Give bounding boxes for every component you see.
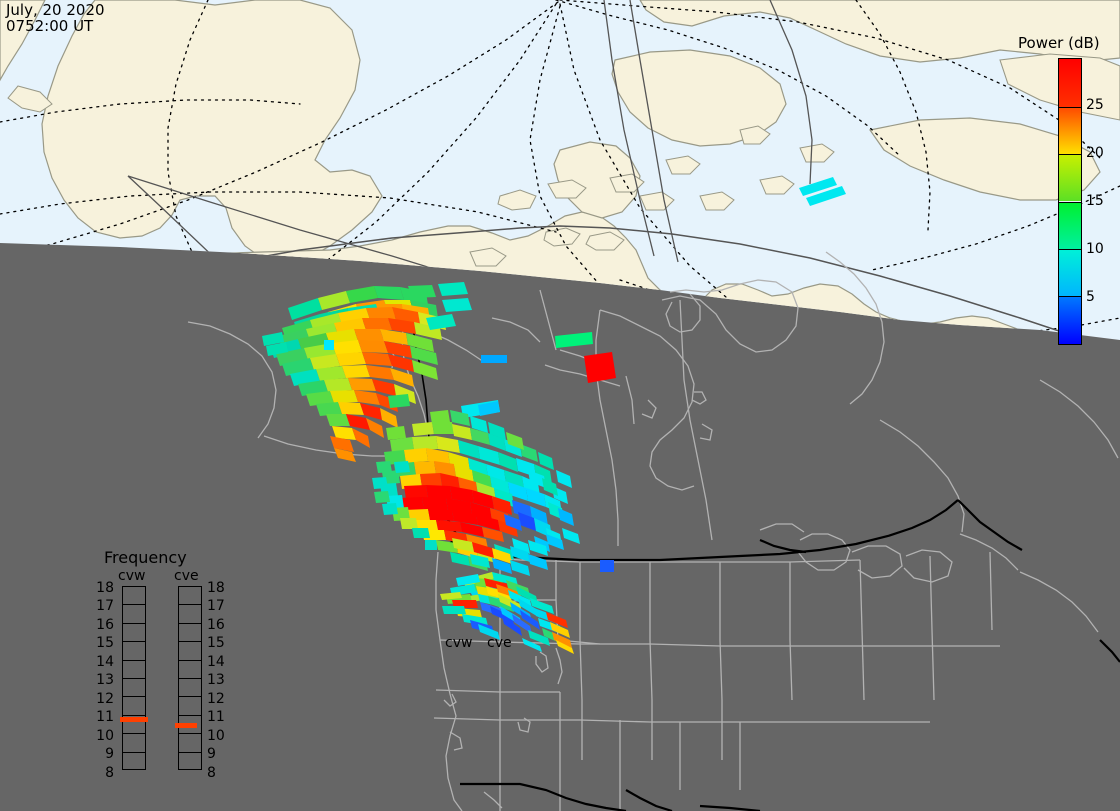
frequency-tick-left: 13 bbox=[96, 672, 114, 688]
colorbar-tick: 20 bbox=[1086, 145, 1104, 161]
colorbar-tick-labels: 25 20 15 10 5 bbox=[1086, 58, 1120, 345]
frequency-tick-right: 8 bbox=[207, 765, 216, 781]
frequency-tick-right: 14 bbox=[207, 654, 225, 670]
frequency-tick-left: 11 bbox=[96, 709, 114, 725]
frequency-tick-left: 15 bbox=[96, 635, 114, 651]
map-site-label-cve: cve bbox=[487, 635, 512, 651]
frequency-marker-cve bbox=[175, 723, 197, 728]
cluster-oregon-fan bbox=[440, 572, 574, 654]
frequency-legend: Frequency cvw cve bbox=[80, 548, 245, 781]
frequency-tick-left: 16 bbox=[96, 617, 114, 633]
cluster-border-row bbox=[452, 528, 580, 576]
frequency-tick-right: 13 bbox=[207, 672, 225, 688]
frequency-tick-right: 9 bbox=[207, 746, 216, 762]
colorbar-tick: 10 bbox=[1086, 241, 1104, 257]
date-line: July, 20 2020 bbox=[6, 1, 105, 19]
colorbar-tick: 25 bbox=[1086, 97, 1104, 113]
frequency-tick-left: 9 bbox=[105, 746, 114, 762]
cluster-northwest-fan bbox=[262, 282, 472, 462]
colorbar-segment bbox=[1059, 201, 1081, 249]
colorbar-title: Power (dB) bbox=[1018, 34, 1100, 52]
frequency-tick-right: 11 bbox=[207, 709, 225, 725]
colorbar-segment bbox=[1059, 249, 1081, 297]
frequency-tick-right: 16 bbox=[207, 617, 225, 633]
timestamp-label: July, 20 2020 0752:00 UT bbox=[6, 2, 105, 34]
frequency-tick-left: 17 bbox=[96, 598, 114, 614]
frequency-tick-right: 12 bbox=[207, 691, 225, 707]
map-site-label-cvw: cvw bbox=[445, 635, 473, 651]
frequency-marker-cvw bbox=[120, 717, 148, 722]
frequency-channel-name-cve: cve bbox=[174, 568, 199, 584]
frequency-tick-right: 17 bbox=[207, 598, 225, 614]
frequency-tick-right: 10 bbox=[207, 728, 225, 744]
cluster-isolated bbox=[425, 332, 616, 572]
colorbar-segment bbox=[1059, 106, 1081, 154]
colorbar-tick: 15 bbox=[1086, 193, 1104, 209]
colorbar-segment bbox=[1059, 296, 1081, 344]
frequency-bar-cve[interactable] bbox=[175, 586, 202, 770]
frequency-tick-left: 10 bbox=[96, 728, 114, 744]
frequency-legend-title: Frequency bbox=[104, 548, 187, 567]
frequency-tick-left: 8 bbox=[105, 765, 114, 781]
colorbar-tick: 5 bbox=[1086, 289, 1095, 305]
colorbar-segment bbox=[1059, 59, 1081, 107]
time-line: 0752:00 UT bbox=[6, 17, 94, 35]
cluster-main bbox=[372, 410, 574, 571]
cluster-greenland-bars bbox=[799, 177, 846, 206]
power-colorbar: Power (dB) 25 20 15 10 5 bbox=[1018, 34, 1118, 354]
colorbar-segment bbox=[1059, 153, 1081, 202]
colorbar-gradient bbox=[1058, 58, 1082, 345]
frequency-tick-left: 14 bbox=[96, 654, 114, 670]
frequency-tick-left: 18 bbox=[96, 580, 114, 596]
frequency-tick-left: 12 bbox=[96, 691, 114, 707]
frequency-channel-name-cvw: cvw bbox=[118, 568, 146, 584]
frequency-tick-right: 15 bbox=[207, 635, 225, 651]
frequency-tick-right: 18 bbox=[207, 580, 225, 596]
frequency-bar-cvw[interactable] bbox=[120, 586, 148, 770]
